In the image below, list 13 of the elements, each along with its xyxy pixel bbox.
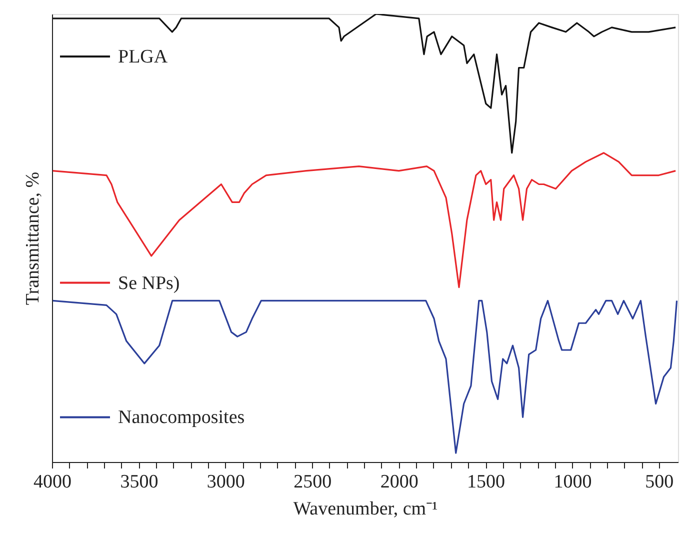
x-tick-label: 3500 xyxy=(120,472,158,492)
x-tick-label: 1500 xyxy=(467,472,506,492)
x-tick-label: 1000 xyxy=(554,472,592,492)
x-tick-label: 500 xyxy=(645,472,674,492)
y-axis-title: Transmittance, % xyxy=(22,172,44,306)
x-tick-label: 2500 xyxy=(294,472,332,492)
legend-label: Se NPs) xyxy=(118,272,180,294)
x-axis-title: Wavenumber, cm⁻¹ xyxy=(293,498,438,520)
legend-label: PLGA xyxy=(118,46,168,68)
x-tick-label: 4000 xyxy=(34,472,72,492)
x-tick-label: 2000 xyxy=(380,472,418,492)
legend-label: Nanocomposites xyxy=(118,407,245,428)
x-tick-label: 3000 xyxy=(206,472,245,492)
